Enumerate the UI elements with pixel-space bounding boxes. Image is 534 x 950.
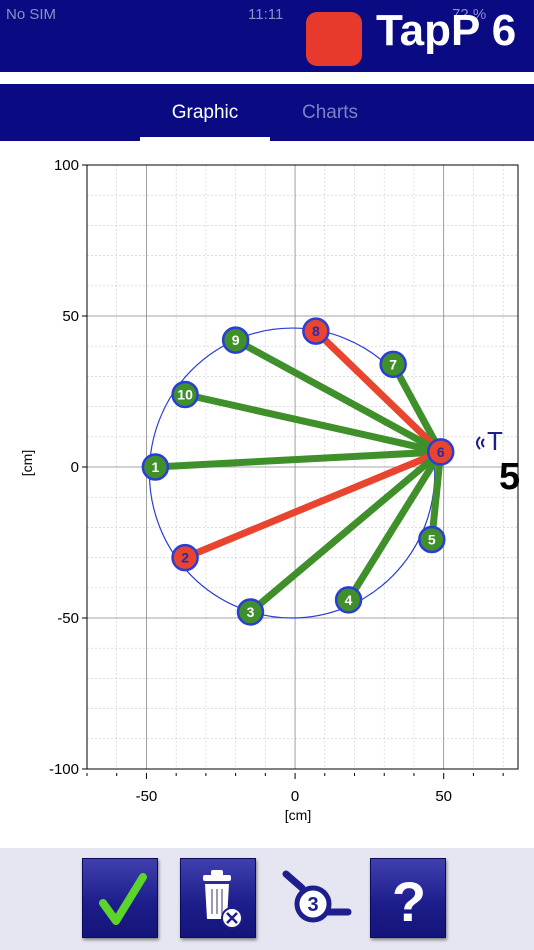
sensor-value: 5: [499, 456, 520, 498]
tap-point-label: 9: [232, 332, 240, 348]
tap-point-1: 1: [141, 453, 170, 481]
battery-label: 72 %: [452, 6, 487, 23]
y-tick-label: -100: [49, 761, 79, 778]
tap-point-marker: [302, 317, 330, 345]
trash-icon: [203, 870, 243, 929]
help-button[interactable]: ?: [370, 858, 446, 938]
status-bar: No SIM 11:11 72 % TapP 6: [0, 0, 534, 72]
tap-point-6: 6: [426, 438, 455, 466]
tap-point-9: 9: [221, 326, 250, 354]
tap-point-marker: [379, 350, 407, 379]
spoke-2: [181, 448, 445, 562]
tap-point-label: 8: [312, 323, 320, 339]
y-tick-label: 50: [62, 308, 79, 325]
y-tick-label: -50: [57, 610, 79, 627]
tap-point-marker: [171, 380, 199, 409]
tap-count-value: 3: [307, 894, 318, 916]
tap-point-marker: [236, 598, 265, 626]
spoke-10: [181, 391, 445, 456]
signal-icon: [476, 436, 485, 450]
spokes: [151, 327, 445, 616]
tap-point-label: 4: [345, 592, 353, 608]
tab-bar: Graphic Charts: [0, 84, 534, 141]
tap-point-5: 5: [418, 525, 446, 554]
x-tick-label: 0: [291, 788, 299, 805]
tap-point-label: 1: [151, 459, 159, 475]
tap-point-marker: [418, 525, 446, 554]
tap-point-label: 7: [389, 356, 397, 372]
question-icon: ?: [392, 870, 426, 933]
x-tick-label: -50: [136, 788, 158, 805]
tab-graphic[interactable]: Graphic: [140, 84, 270, 141]
spoke-4: [345, 448, 445, 604]
clock-label: 11:11: [248, 6, 284, 23]
clear-button[interactable]: [180, 858, 256, 938]
tap-point-label: 5: [428, 531, 436, 547]
tap-point-4: 4: [334, 586, 363, 614]
ok-button[interactable]: [82, 858, 158, 938]
tap-point-3: 3: [236, 598, 265, 626]
check-icon: [99, 873, 147, 925]
tap-point-marker: [334, 586, 363, 614]
tap-point-10: 10: [171, 380, 199, 409]
tap-point-8: 8: [302, 317, 330, 345]
tap-point-label: 10: [177, 387, 193, 403]
bottom-toolbar: 3 ?: [0, 848, 534, 950]
tap-point-marker: [221, 326, 250, 354]
tap-point-7: 7: [379, 350, 407, 379]
tap-point-label: 6: [437, 444, 445, 460]
tab-charts[interactable]: Charts: [302, 102, 358, 123]
spoke-8: [312, 327, 445, 456]
x-tick-label: 50: [435, 788, 452, 805]
app-title: TapP 6: [376, 6, 517, 55]
axis-ticks: [82, 164, 504, 779]
tick-labels: -50 0 50 -100 -50 0 50 100: [49, 157, 452, 805]
y-axis-label: [cm]: [19, 450, 35, 476]
tap-points: 1 2 3 4 5 6 7 8 9 10: [141, 317, 455, 626]
spoke-9: [232, 336, 445, 456]
sensor-label: T: [487, 426, 503, 456]
tap-point-label: 3: [247, 604, 255, 620]
tap-point-marker: [141, 453, 170, 481]
tap-count-icon: 3: [282, 870, 352, 923]
tap-point-marker: [171, 543, 199, 572]
y-tick-label: 0: [71, 459, 79, 476]
tap-point-marker: [426, 438, 455, 466]
tap-count-button[interactable]: 3: [278, 858, 354, 938]
svg-text:?: ?: [392, 870, 426, 933]
spoke-7: [389, 360, 445, 456]
app-icon: [306, 12, 362, 66]
spoke-3: [246, 448, 445, 616]
x-axis-label: [cm]: [285, 807, 311, 823]
spoke-1: [151, 448, 445, 471]
spoke-5: [428, 448, 445, 543]
y-tick-label: 100: [54, 157, 79, 174]
tap-point-2: 2: [171, 543, 199, 572]
carrier-label: No SIM: [6, 6, 57, 23]
sensor-indicator: T 5: [476, 426, 520, 498]
tap-point-label: 2: [181, 550, 189, 566]
